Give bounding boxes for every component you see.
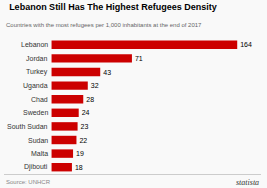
svg-text:Source: UNHCR: Source: UNHCR [6, 179, 51, 185]
svg-text:Uganda: Uganda [23, 82, 48, 90]
svg-text:Lebanon Still Has The Highest: Lebanon Still Has The Highest Refugees D… [9, 2, 217, 12]
svg-text:32: 32 [91, 82, 99, 89]
svg-text:71: 71 [135, 55, 143, 62]
svg-text:Sudan: Sudan [28, 137, 48, 144]
svg-text:Countries with the most refuge: Countries with the most refugees per 1,0… [6, 22, 202, 28]
svg-text:18: 18 [75, 164, 83, 171]
svg-text:Djibouti: Djibouti [24, 163, 48, 171]
svg-text:Chad: Chad [31, 96, 48, 103]
svg-text:Turkey: Turkey [26, 68, 48, 76]
svg-text:23: 23 [81, 123, 89, 130]
svg-text:South Sudan: South Sudan [7, 123, 48, 130]
svg-text:19: 19 [76, 150, 84, 157]
svg-text:Sweden: Sweden [23, 109, 48, 116]
svg-text:Jordan: Jordan [26, 55, 48, 62]
svg-text:statista: statista [236, 178, 259, 187]
svg-text:164: 164 [240, 41, 252, 48]
svg-text:Lebanon: Lebanon [21, 41, 48, 48]
svg-text:24: 24 [82, 109, 90, 116]
svg-text:28: 28 [86, 96, 94, 103]
svg-text:22: 22 [79, 137, 87, 144]
svg-text:43: 43 [103, 69, 111, 76]
svg-text:Malta: Malta [31, 150, 48, 157]
